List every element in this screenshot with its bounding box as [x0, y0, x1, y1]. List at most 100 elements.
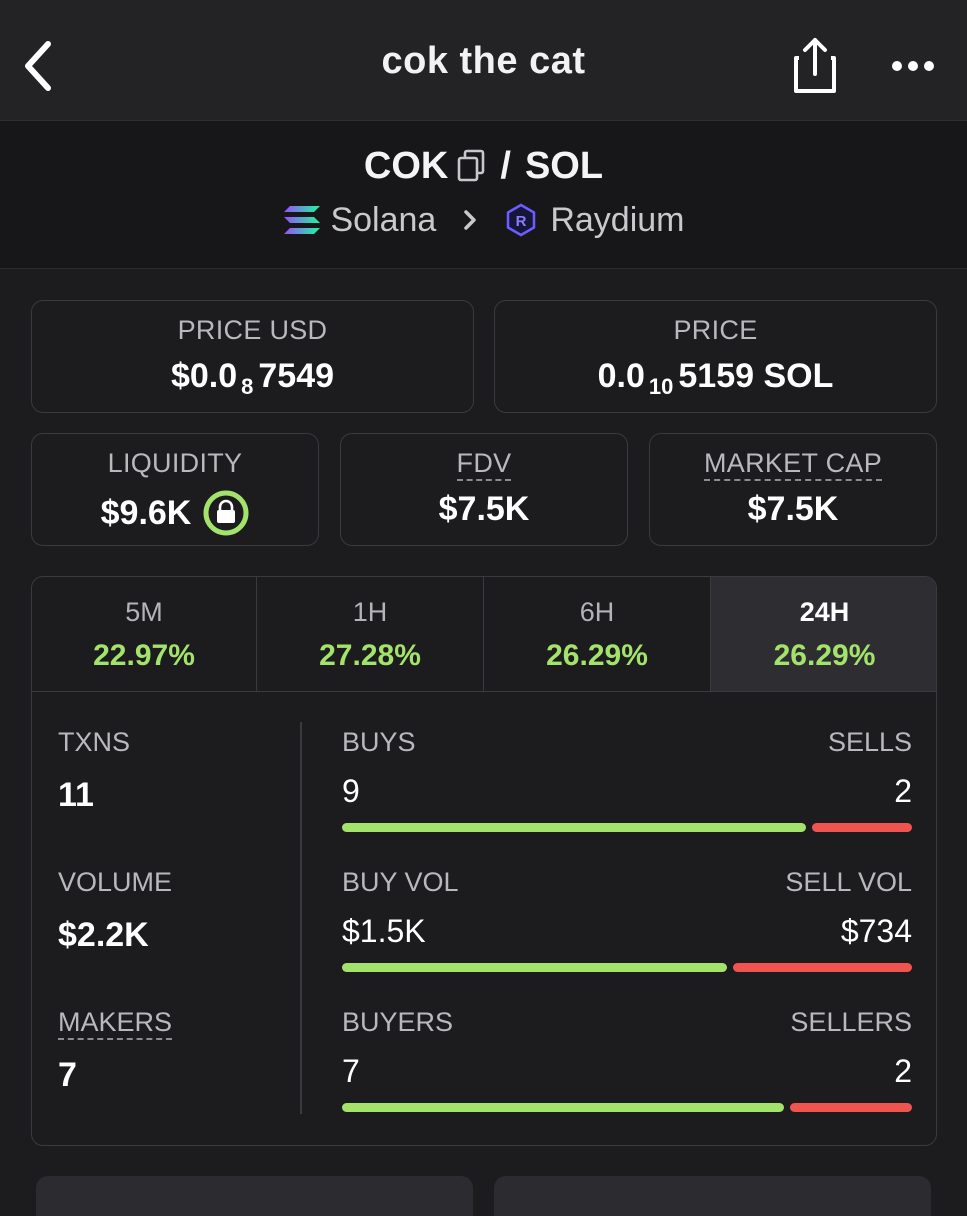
- makers-value: 7: [58, 1056, 77, 1094]
- price-usd-digits: 7549: [258, 357, 335, 395]
- raydium-icon[interactable]: R: [504, 203, 538, 237]
- stats-panel: 5M 22.97% 1H 27.28% 6H 26.29% 24H 26.29%…: [31, 576, 937, 1146]
- sell-bar: [733, 963, 912, 972]
- tab-1h[interactable]: 1H 27.28%: [256, 577, 483, 691]
- lock-icon[interactable]: [203, 490, 249, 536]
- volume-bar: [342, 963, 912, 972]
- bottom-card-right[interactable]: [494, 1176, 931, 1216]
- stats-divider: [300, 722, 302, 1114]
- price-native-zero-count: 10: [648, 373, 674, 399]
- buys-label: BUYS: [342, 727, 416, 757]
- solana-icon[interactable]: [282, 204, 322, 236]
- buy-sell-volume-row: BUY VOL SELL VOL $1.5K $734: [342, 867, 912, 972]
- market-cap-card[interactable]: MARKET CAP $7.5K: [649, 433, 937, 546]
- tab-label: 5M: [125, 597, 163, 627]
- pair-info: COK / SOL Solana R Raydium: [0, 121, 967, 269]
- makers-bar: [342, 1103, 912, 1112]
- price-usd-value: $0.0 8 7549: [32, 357, 473, 399]
- base-symbol: COK: [363, 144, 449, 187]
- buy-bar: [342, 963, 727, 972]
- pair-separator: /: [500, 144, 511, 187]
- bottom-card-left[interactable]: [36, 1176, 473, 1216]
- sell-vol-label: SELL VOL: [785, 867, 912, 897]
- page-title: cok the cat: [381, 40, 586, 82]
- copy-icon[interactable]: [456, 149, 486, 183]
- price-usd-zero-count: 8: [241, 373, 254, 399]
- sells-value: 2: [894, 773, 912, 809]
- tab-5m[interactable]: 5M 22.97%: [32, 577, 256, 691]
- liquidity-value-row: $9.6K: [32, 490, 318, 536]
- buys-sells-bar: [342, 823, 912, 832]
- top-bar: cok the cat: [0, 0, 967, 121]
- market-cap-value: $7.5K: [747, 490, 839, 528]
- price-native-value: 0.0 10 5159 SOL: [495, 357, 936, 399]
- price-usd-label: PRICE USD: [177, 315, 328, 345]
- fdv-label: FDV: [456, 448, 512, 481]
- sellers-label: SELLERS: [790, 1007, 912, 1037]
- volume-label: VOLUME: [58, 867, 173, 897]
- back-chevron-icon[interactable]: [18, 38, 58, 94]
- liquidity-value: $9.6K: [100, 493, 192, 532]
- row-values: $1.5K $734: [342, 913, 912, 953]
- liquidity-card: LIQUIDITY $9.6K: [31, 433, 319, 546]
- price-native-digits: 5159 SOL: [678, 357, 834, 395]
- buyers-value: 7: [342, 1053, 360, 1089]
- tab-24h[interactable]: 24H 26.29%: [710, 577, 936, 691]
- tab-label: 24H: [799, 597, 850, 627]
- tab-change: 22.97%: [93, 639, 195, 672]
- buy-vol-value: $1.5K: [342, 913, 426, 949]
- tab-6h[interactable]: 6H 26.29%: [483, 577, 710, 691]
- chevron-right-icon: [464, 210, 477, 230]
- row-labels: BUYERS SELLERS: [342, 1007, 912, 1041]
- svg-text:R: R: [516, 213, 527, 230]
- buyers-label: BUYERS: [342, 1007, 454, 1037]
- share-icon[interactable]: [790, 36, 840, 96]
- quote-symbol: SOL: [524, 144, 604, 187]
- sell-bar: [790, 1103, 912, 1112]
- makers-label: MAKERS: [58, 1007, 173, 1040]
- market-cap-label: MARKET CAP: [703, 448, 883, 481]
- tab-label: 6H: [579, 597, 615, 627]
- buyers-sellers-row: BUYERS SELLERS 7 2: [342, 1007, 912, 1112]
- chain-breadcrumb: Solana R Raydium: [0, 197, 967, 243]
- timeframe-tabs: 5M 22.97% 1H 27.28% 6H 26.29% 24H 26.29%: [32, 577, 936, 692]
- liquidity-label: LIQUIDITY: [107, 448, 243, 478]
- fdv-card[interactable]: FDV $7.5K: [340, 433, 628, 546]
- txns-value: 11: [58, 776, 94, 814]
- price-native-label: PRICE: [673, 315, 758, 345]
- sellers-value: 2: [894, 1053, 912, 1089]
- row-values: 7 2: [342, 1053, 912, 1093]
- buy-vol-label: BUY VOL: [342, 867, 459, 897]
- row-labels: BUYS SELLS: [342, 727, 912, 761]
- row-values: 9 2: [342, 773, 912, 813]
- sells-label: SELLS: [827, 727, 912, 757]
- buy-bar: [342, 1103, 784, 1112]
- tab-change: 27.28%: [319, 639, 421, 672]
- buys-sells-row: BUYS SELLS 9 2: [342, 727, 912, 832]
- sell-vol-value: $734: [840, 913, 912, 949]
- makers-label-wrap: MAKERS: [58, 1007, 173, 1040]
- price-native-prefix: 0.0: [597, 357, 645, 395]
- price-usd-prefix: $0.0: [170, 357, 238, 395]
- volume-value: $2.2K: [58, 916, 149, 954]
- more-icon[interactable]: [888, 52, 938, 80]
- buy-bar: [342, 823, 806, 832]
- chain-name[interactable]: Solana: [330, 200, 437, 239]
- price-usd-card: PRICE USD $0.0 8 7549: [31, 300, 474, 413]
- market-cap-label-wrap: MARKET CAP: [650, 448, 936, 481]
- dex-name[interactable]: Raydium: [550, 200, 685, 239]
- tab-change: 26.29%: [773, 639, 876, 672]
- txns-stat: TXNS 11: [58, 727, 130, 815]
- txns-label: TXNS: [58, 727, 131, 757]
- price-native-card: PRICE 0.0 10 5159 SOL: [494, 300, 937, 413]
- tab-change: 26.29%: [546, 639, 648, 672]
- fdv-value: $7.5K: [438, 490, 530, 528]
- pair-name: COK / SOL: [0, 143, 967, 189]
- tab-label: 1H: [352, 597, 388, 627]
- makers-stat[interactable]: MAKERS 7: [58, 1007, 173, 1095]
- volume-stat: VOLUME $2.2K: [58, 867, 172, 955]
- sell-bar: [812, 823, 912, 832]
- fdv-label-wrap: FDV: [341, 448, 627, 481]
- row-labels: BUY VOL SELL VOL: [342, 867, 912, 901]
- buys-value: 9: [342, 773, 360, 809]
